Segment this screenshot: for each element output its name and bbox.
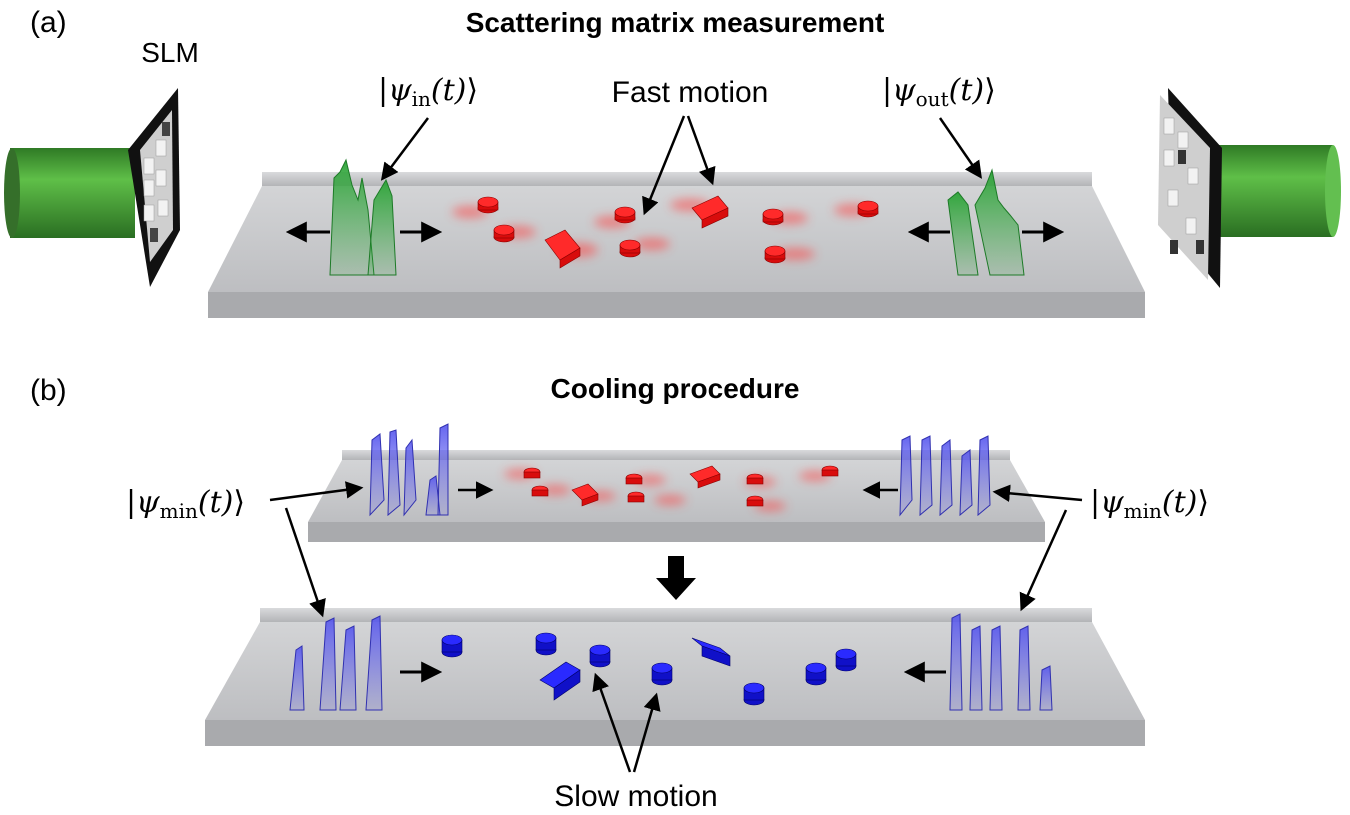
red-particles-b [504,465,839,511]
red-particles-a [452,195,879,269]
psi-min-lower-right-wavefronts [949,613,1053,711]
psi-in-label: |ψin(t)⟩ [378,73,478,111]
fast-motion-label: Fast motion [612,76,769,109]
panel-a-title: Scattering matrix measurement [466,7,885,38]
right-laser-beam [1215,145,1341,237]
psi-min-upper-left-wavefronts [369,423,449,517]
waveguide-b-upper [308,450,1045,542]
psi-min-left-pointer-lower [284,507,326,618]
cooling-step-arrow [656,556,696,600]
blue-particles-b [441,632,857,706]
fast-motion-pointer-right [686,115,716,186]
waveguide-b-lower [205,608,1145,746]
psi-min-left-label: |ψmin(t)⟩ [126,485,245,523]
right-slm-device [1158,88,1222,288]
fast-motion-pointer-left [642,115,686,216]
psi-out-wavepacket [947,168,1025,276]
slow-motion-pointer-right [632,692,661,773]
psi-min-upper-right-wavefronts [899,435,991,517]
waveguide-a [208,172,1145,318]
psi-min-right-pointer-upper [992,484,1083,503]
psi-out-label: |ψout(t)⟩ [882,73,996,111]
panel-b-label: (b) [30,374,67,407]
slow-motion-label: Slow motion [554,780,717,813]
panel-b-title: Cooling procedure [551,373,800,404]
psi-min-right-pointer-lower [1019,509,1068,612]
slm-label: SLM [141,37,199,68]
psi-min-lower-left-wavefronts [289,615,383,711]
left-laser-beam [4,148,135,238]
psi-min-left-pointer-upper [269,481,364,502]
panel-a-label: (a) [30,6,67,39]
slow-motion-pointer-left [592,672,632,773]
psi-min-right-label: |ψmin(t)⟩ [1090,485,1209,523]
psi-in-wavepacket [329,158,397,276]
psi-in-pointer [380,117,429,181]
psi-out-pointer [938,117,982,179]
left-slm-device [128,88,180,287]
